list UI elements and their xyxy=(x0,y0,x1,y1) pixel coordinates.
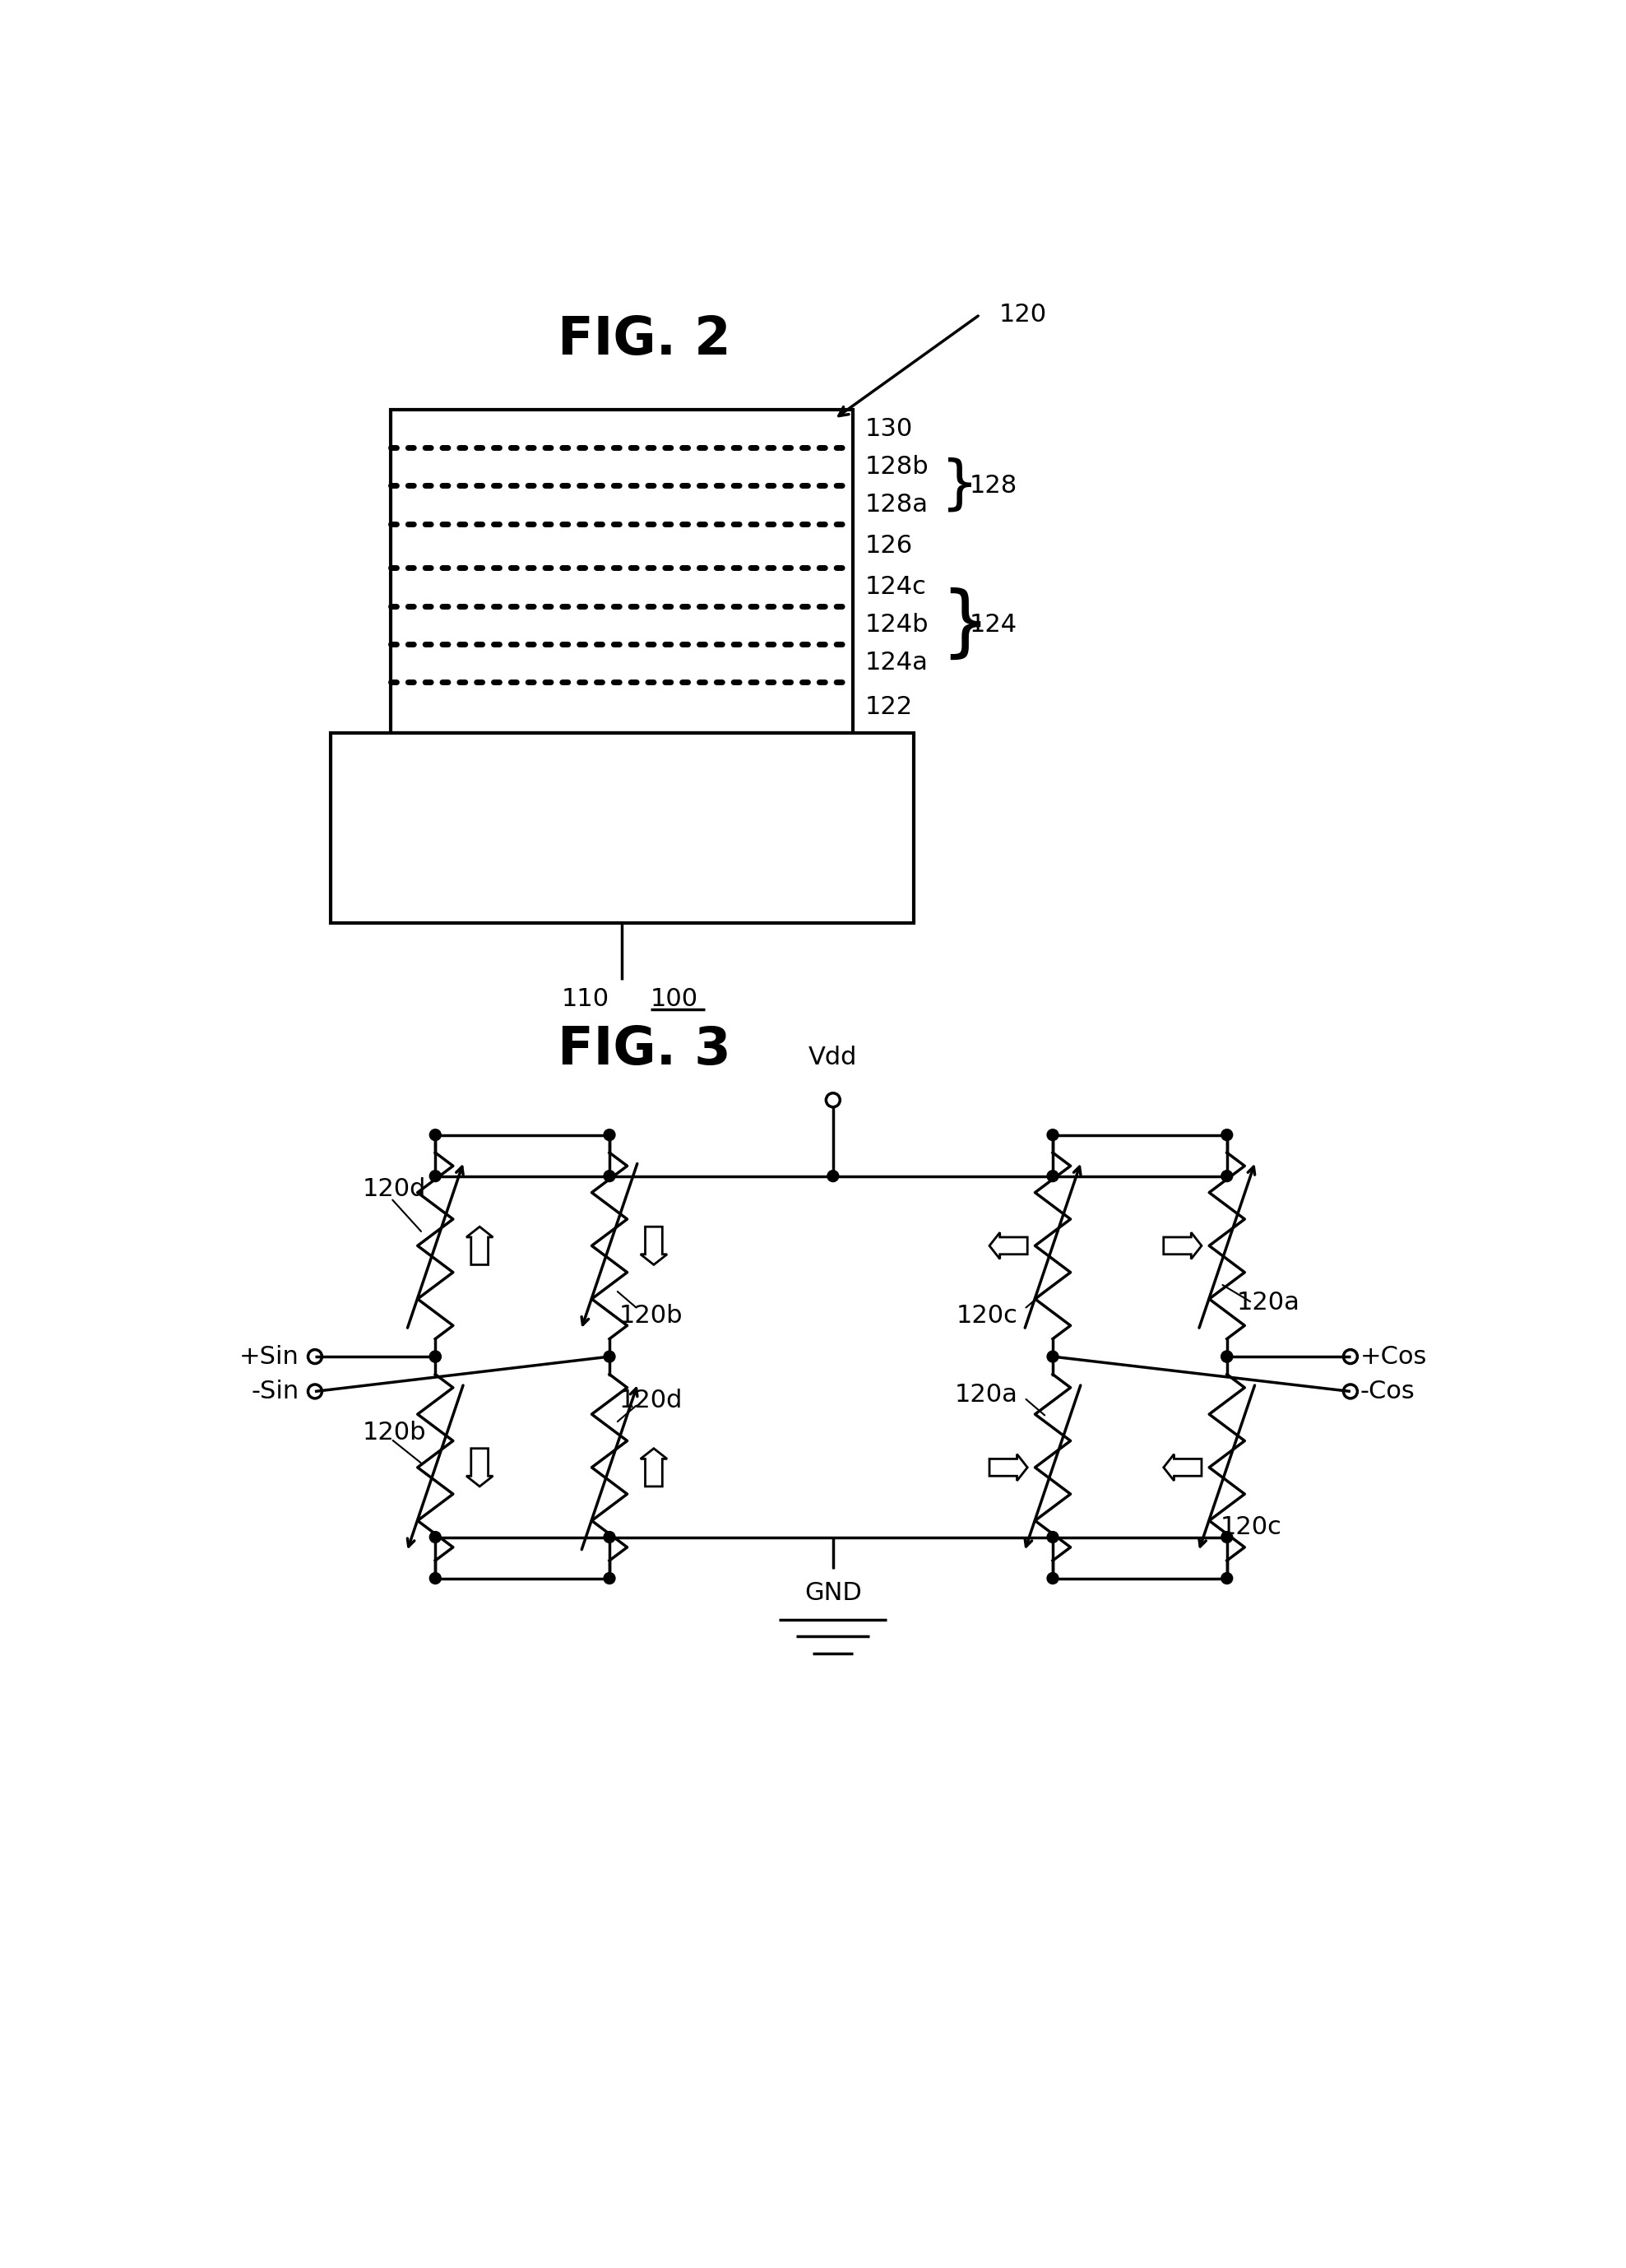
Text: +Cos: +Cos xyxy=(1359,1345,1428,1368)
Bar xyxy=(330,733,914,923)
Text: 120d: 120d xyxy=(620,1388,683,1413)
Polygon shape xyxy=(1164,1232,1202,1259)
Text: 120d: 120d xyxy=(363,1177,426,1200)
Polygon shape xyxy=(990,1232,1028,1259)
Polygon shape xyxy=(467,1227,493,1266)
Circle shape xyxy=(429,1352,441,1363)
Circle shape xyxy=(1047,1129,1059,1141)
Circle shape xyxy=(603,1352,615,1363)
Circle shape xyxy=(603,1572,615,1583)
Circle shape xyxy=(429,1572,441,1583)
Circle shape xyxy=(429,1129,441,1141)
Polygon shape xyxy=(467,1449,493,1486)
Text: 124b: 124b xyxy=(865,612,928,637)
Text: GND: GND xyxy=(805,1581,862,1606)
Circle shape xyxy=(1221,1352,1233,1363)
Text: 110: 110 xyxy=(561,987,610,1012)
Text: 120c: 120c xyxy=(956,1304,1018,1327)
Text: +Sin: +Sin xyxy=(239,1345,299,1368)
Polygon shape xyxy=(1164,1454,1202,1481)
Circle shape xyxy=(828,1170,839,1182)
Text: 128a: 128a xyxy=(865,492,928,517)
Circle shape xyxy=(603,1531,615,1542)
Text: 124c: 124c xyxy=(865,576,927,599)
Circle shape xyxy=(1221,1572,1233,1583)
Circle shape xyxy=(1047,1572,1059,1583)
Text: }: } xyxy=(941,458,979,515)
Text: 122: 122 xyxy=(865,696,912,719)
Circle shape xyxy=(429,1531,441,1542)
Circle shape xyxy=(429,1170,441,1182)
Circle shape xyxy=(1221,1170,1233,1182)
Text: -Cos: -Cos xyxy=(1359,1379,1415,1404)
Text: 130: 130 xyxy=(865,417,912,440)
Polygon shape xyxy=(641,1449,667,1486)
Text: 120a: 120a xyxy=(954,1383,1018,1406)
Text: Vdd: Vdd xyxy=(808,1046,857,1070)
Text: 120: 120 xyxy=(998,302,1047,327)
Text: 120c: 120c xyxy=(1221,1515,1283,1540)
Text: 124: 124 xyxy=(969,612,1016,637)
Text: 120b: 120b xyxy=(363,1420,426,1445)
Text: FIG. 3: FIG. 3 xyxy=(558,1023,732,1075)
Text: 124a: 124a xyxy=(865,651,928,676)
Text: }: } xyxy=(941,587,990,662)
Circle shape xyxy=(1047,1531,1059,1542)
Circle shape xyxy=(429,1352,441,1363)
Circle shape xyxy=(1047,1352,1059,1363)
Polygon shape xyxy=(641,1227,667,1266)
Polygon shape xyxy=(990,1454,1028,1481)
Circle shape xyxy=(1047,1170,1059,1182)
Text: 126: 126 xyxy=(865,533,912,558)
Text: 128b: 128b xyxy=(865,454,928,479)
Circle shape xyxy=(603,1170,615,1182)
Circle shape xyxy=(1221,1129,1233,1141)
Text: 120b: 120b xyxy=(620,1304,683,1327)
Text: 128: 128 xyxy=(969,474,1018,497)
Circle shape xyxy=(1221,1352,1233,1363)
Text: -Sin: -Sin xyxy=(252,1379,299,1404)
Text: FIG. 2: FIG. 2 xyxy=(558,315,732,365)
Circle shape xyxy=(603,1129,615,1141)
Text: 100: 100 xyxy=(650,987,699,1012)
Text: 120a: 120a xyxy=(1236,1290,1299,1315)
Circle shape xyxy=(1221,1531,1233,1542)
Bar xyxy=(390,411,854,733)
